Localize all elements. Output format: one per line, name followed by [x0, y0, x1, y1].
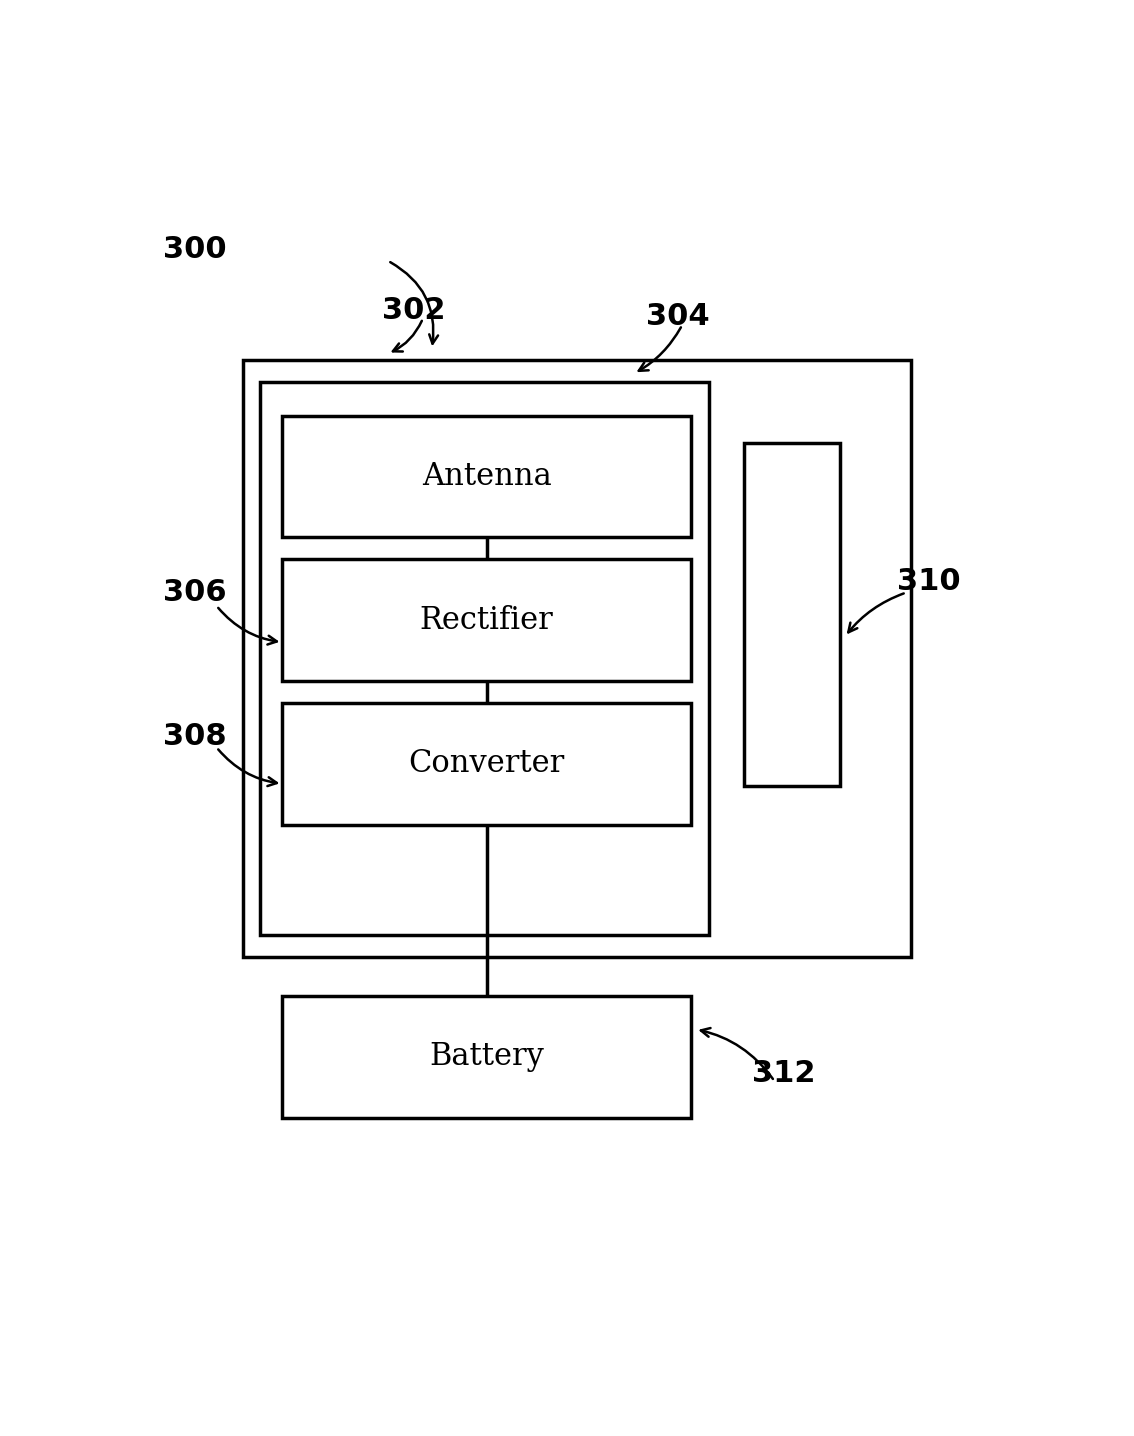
Bar: [282, 997, 691, 1117]
Text: Battery: Battery: [430, 1041, 544, 1073]
Bar: [744, 444, 840, 785]
Text: 310: 310: [897, 567, 960, 596]
Bar: [261, 382, 709, 935]
Text: 306: 306: [162, 579, 227, 607]
Text: 308: 308: [162, 722, 227, 751]
Bar: [282, 415, 691, 537]
Bar: [282, 704, 691, 824]
Text: Converter: Converter: [408, 748, 565, 780]
Text: 304: 304: [646, 302, 710, 330]
Text: Rectifier: Rectifier: [420, 605, 553, 636]
Text: 300: 300: [162, 236, 227, 264]
Bar: [282, 559, 691, 681]
Bar: [243, 360, 911, 958]
Text: 312: 312: [752, 1058, 815, 1088]
Text: 302: 302: [382, 296, 446, 325]
Text: Antenna: Antenna: [422, 461, 551, 493]
